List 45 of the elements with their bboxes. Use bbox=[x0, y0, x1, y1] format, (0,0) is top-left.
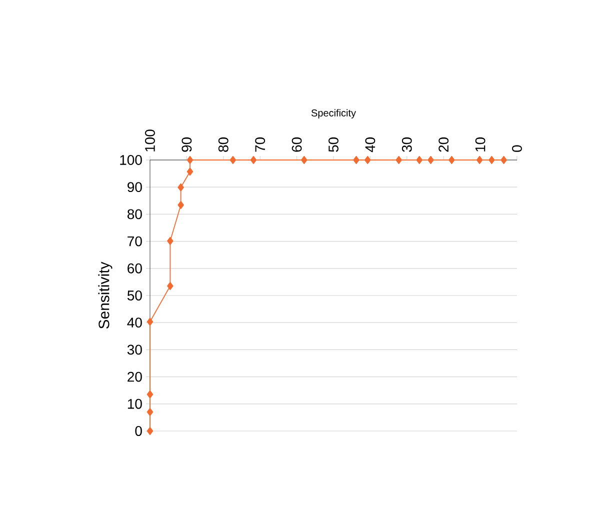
x-tick-label: 20 bbox=[438, 137, 449, 152]
point bbox=[186, 156, 194, 164]
x-tick-label: 40 bbox=[365, 137, 376, 152]
point bbox=[353, 156, 360, 164]
point bbox=[178, 183, 184, 192]
x-tick-label: 70 bbox=[255, 137, 266, 152]
y-tick-label: 70 bbox=[128, 236, 142, 246]
point bbox=[146, 408, 154, 416]
y-tick-label: 90 bbox=[128, 182, 142, 192]
x-tick-label: 80 bbox=[218, 137, 228, 152]
x-tick-label: 10 bbox=[475, 137, 486, 152]
point bbox=[146, 318, 154, 326]
point bbox=[146, 426, 154, 436]
point bbox=[186, 168, 194, 176]
point bbox=[364, 156, 371, 164]
point bbox=[476, 156, 483, 164]
point bbox=[416, 156, 423, 164]
point bbox=[167, 282, 174, 290]
x-tick-label: 0 bbox=[512, 145, 522, 152]
point bbox=[178, 200, 184, 210]
y-tick-label: 60 bbox=[128, 263, 142, 274]
point bbox=[428, 156, 434, 164]
y-tick-label: 0 bbox=[135, 426, 142, 436]
x-tick-label: 90 bbox=[182, 137, 192, 152]
point bbox=[146, 390, 154, 398]
y-tick-label: 50 bbox=[127, 290, 142, 300]
y-tick-label: 30 bbox=[127, 344, 142, 355]
y-axis-title: Sensitivity bbox=[98, 262, 112, 329]
point bbox=[448, 156, 455, 164]
y-tick-label: 10 bbox=[128, 398, 142, 409]
x-tick-label: 50 bbox=[328, 137, 338, 152]
y-tick-label: 40 bbox=[127, 318, 142, 328]
point bbox=[230, 156, 236, 164]
y-tick-label: 100 bbox=[120, 155, 142, 165]
point bbox=[396, 156, 402, 164]
point bbox=[300, 156, 308, 164]
x-axis-title: Specificity bbox=[311, 109, 356, 118]
x-tick-label: 30 bbox=[402, 137, 412, 152]
point bbox=[167, 236, 174, 246]
y-tick-label: 80 bbox=[128, 209, 142, 220]
point bbox=[488, 156, 495, 164]
x-tick-label: 60 bbox=[292, 137, 302, 152]
point bbox=[500, 156, 507, 164]
point bbox=[250, 156, 257, 164]
y-tick-label: 20 bbox=[128, 372, 142, 382]
